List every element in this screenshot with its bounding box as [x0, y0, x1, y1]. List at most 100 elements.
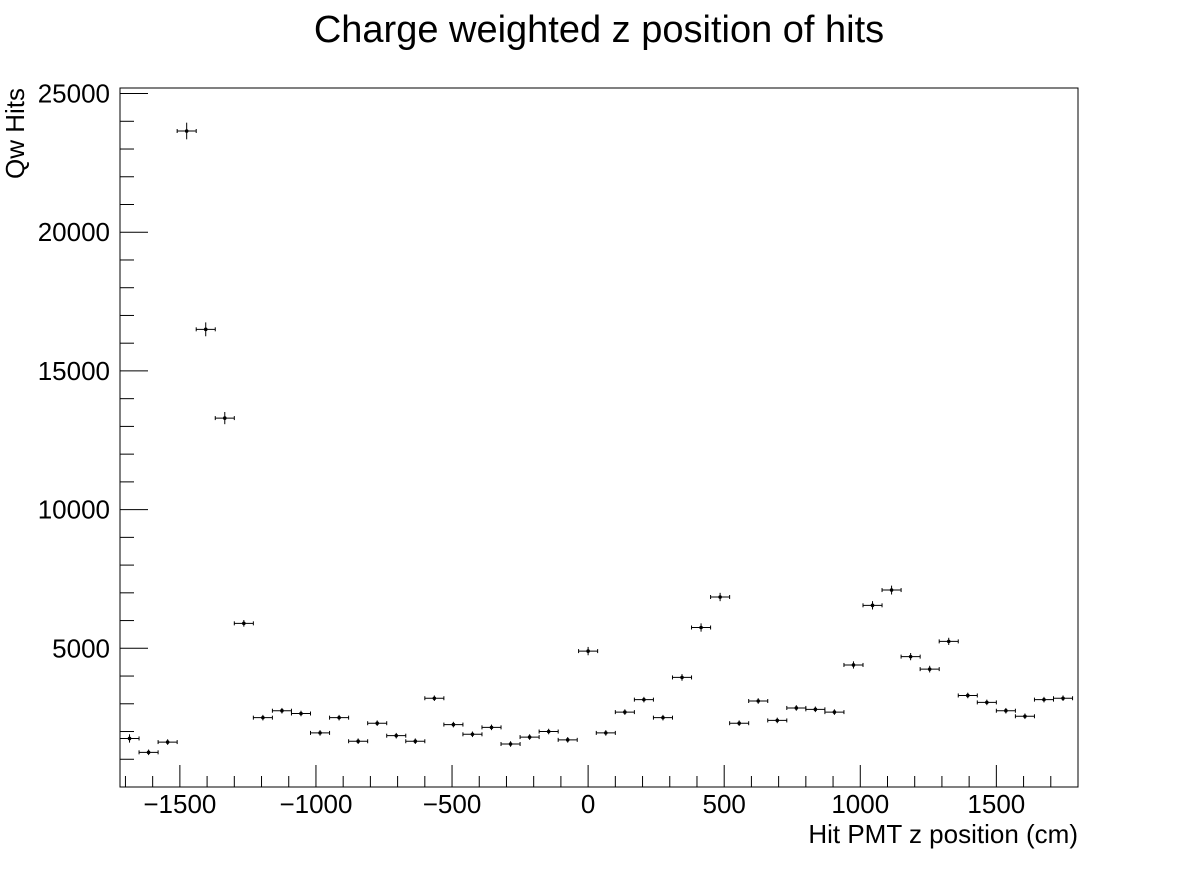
marker [927, 667, 932, 671]
marker [870, 603, 875, 608]
x-tick-label: 0 [581, 789, 595, 819]
data-point [386, 732, 407, 739]
data-point [938, 637, 959, 645]
y-tick-label: 25000 [38, 79, 110, 109]
data-point [252, 714, 273, 721]
marker [146, 750, 151, 755]
data-point [500, 741, 521, 747]
data-point [767, 717, 788, 724]
marker [946, 639, 951, 644]
data-point [578, 646, 599, 656]
data-point [157, 739, 178, 745]
y-axis: 5000 10000 15000 20000 25000 [38, 79, 148, 760]
data-point [519, 734, 540, 740]
data-point [633, 696, 654, 703]
data-point [976, 699, 997, 706]
marker [851, 663, 856, 667]
x-tick-label: 1500 [967, 789, 1025, 819]
marker [508, 742, 513, 746]
marker [1042, 697, 1046, 702]
data-point [557, 737, 578, 743]
marker [661, 715, 665, 720]
y-tick-label: 10000 [38, 495, 110, 525]
data-point [176, 122, 197, 140]
y-tick-label: 15000 [38, 356, 110, 386]
data-point [1053, 695, 1074, 702]
marker [394, 733, 399, 738]
data-point [671, 674, 693, 681]
chart-title: Charge weighted z position of hits [314, 9, 884, 51]
marker [413, 739, 418, 744]
marker [1004, 708, 1008, 713]
data-point [691, 623, 712, 632]
plot-frame [119, 87, 1079, 788]
data-point [271, 707, 292, 714]
x-tick-label: −500 [423, 789, 482, 819]
data-points [119, 122, 1074, 756]
marker [642, 697, 646, 702]
data-point [214, 411, 235, 425]
marker [889, 588, 894, 592]
marker [623, 710, 627, 714]
data-point [710, 592, 731, 602]
marker [813, 707, 818, 712]
data-point [481, 724, 502, 731]
marker [318, 731, 322, 735]
x-tick-label: 1000 [831, 789, 889, 819]
y-axis-label: Qw Hits [0, 88, 30, 179]
data-point [119, 734, 140, 743]
marker [604, 731, 608, 735]
x-tick-label: −1000 [279, 789, 352, 819]
marker [432, 696, 437, 701]
marker [337, 715, 341, 720]
data-point [138, 749, 159, 756]
data-point [995, 707, 1016, 714]
marker [451, 722, 456, 727]
data-point [652, 714, 673, 721]
marker [242, 621, 246, 626]
x-axis: −1500 −1000 −500 0 500 1000 1500 [124, 765, 1079, 819]
data-point [233, 620, 254, 627]
marker [489, 725, 494, 730]
y-tick-label: 20000 [38, 217, 110, 247]
data-point [195, 322, 216, 337]
data-point [824, 709, 845, 715]
marker [527, 735, 532, 739]
marker [699, 625, 703, 630]
data-point [424, 695, 445, 702]
marker [680, 675, 684, 680]
data-point [595, 730, 616, 736]
data-point [881, 585, 902, 595]
data-point [1014, 713, 1035, 720]
marker [908, 654, 913, 659]
data-point [462, 731, 483, 738]
x-tick-label: 500 [702, 789, 745, 819]
data-point [805, 706, 826, 713]
data-point [729, 720, 750, 726]
marker [832, 710, 837, 714]
data-point [614, 709, 635, 715]
data-point [348, 738, 369, 745]
data-point [1033, 696, 1055, 703]
marker [737, 721, 741, 726]
data-point [405, 738, 426, 745]
data-point [538, 728, 559, 735]
x-tick-label: −1500 [143, 789, 216, 819]
y-tick-label: 5000 [52, 633, 110, 663]
data-point [748, 698, 769, 704]
marker [184, 129, 189, 133]
marker [127, 736, 132, 741]
marker [775, 718, 780, 723]
marker [165, 740, 170, 744]
data-point [329, 714, 350, 721]
marker [222, 416, 227, 420]
marker [280, 708, 284, 713]
marker [546, 729, 551, 734]
data-point [843, 661, 864, 669]
data-point [786, 705, 807, 711]
marker [985, 700, 989, 705]
marker [375, 721, 379, 726]
data-point [957, 692, 978, 699]
marker [470, 732, 475, 737]
